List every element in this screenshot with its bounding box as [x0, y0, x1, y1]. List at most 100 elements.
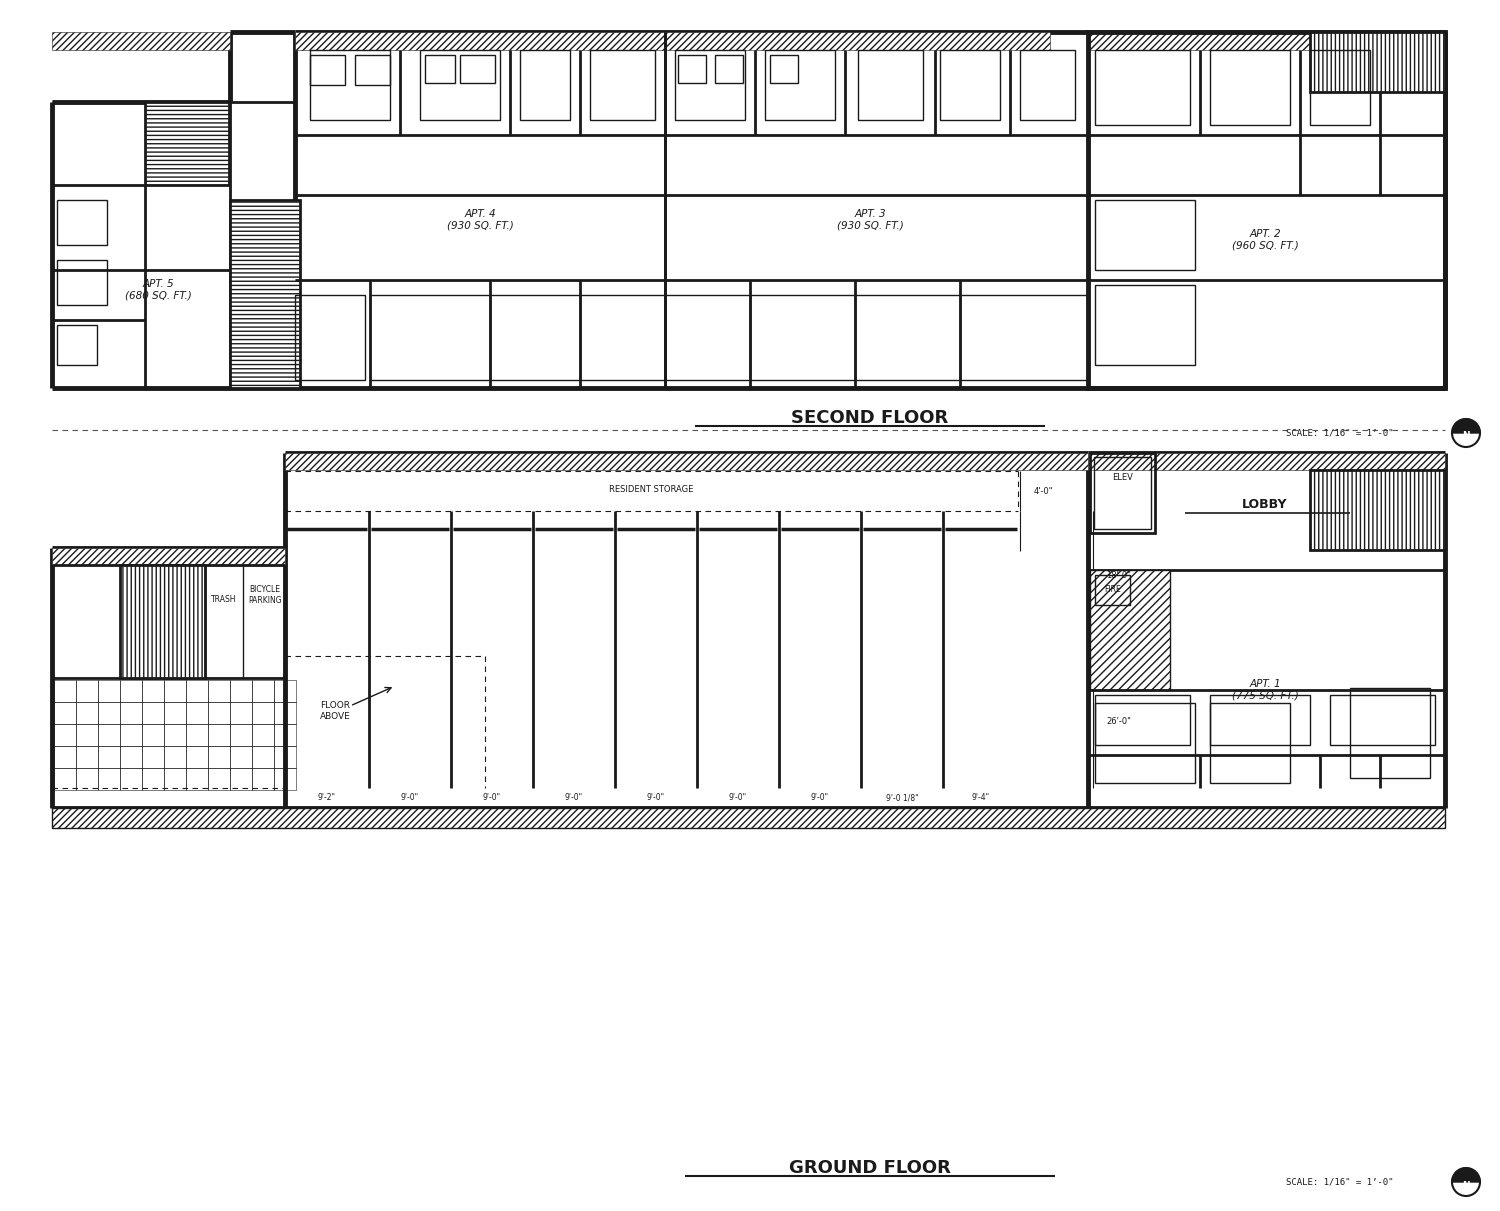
Bar — [940, 50, 1000, 120]
Bar — [209, 681, 230, 702]
Bar — [960, 295, 1088, 380]
Bar — [310, 54, 345, 85]
Bar — [296, 31, 1050, 50]
Bar — [252, 746, 274, 768]
Bar — [98, 746, 120, 768]
Bar — [858, 50, 922, 120]
Bar — [1088, 453, 1444, 470]
Bar — [53, 808, 1444, 828]
Bar — [580, 295, 664, 380]
Bar — [98, 724, 120, 746]
Bar — [164, 768, 186, 790]
Bar — [164, 724, 186, 746]
Bar — [1088, 31, 1444, 388]
Bar — [1095, 285, 1196, 365]
Bar — [142, 681, 164, 702]
Bar — [209, 702, 230, 724]
Bar — [252, 681, 274, 702]
Bar — [520, 50, 570, 120]
Text: 9'-0": 9'-0" — [812, 793, 830, 803]
Bar — [76, 681, 98, 702]
Bar — [765, 50, 836, 120]
Bar — [53, 31, 230, 50]
Polygon shape — [1452, 419, 1480, 434]
Bar — [120, 702, 142, 724]
Text: 26'-0": 26'-0" — [1106, 717, 1131, 727]
Bar — [230, 724, 252, 746]
Bar — [252, 724, 274, 746]
Bar — [855, 295, 960, 380]
Text: SCALE: 1/16" = 1’-0": SCALE: 1/16" = 1’-0" — [1286, 429, 1394, 437]
Bar — [1088, 31, 1444, 50]
Bar — [1090, 570, 1170, 690]
Bar — [164, 702, 186, 724]
Text: APT. 3
(930 SQ. FT.): APT. 3 (930 SQ. FT.) — [837, 210, 903, 231]
Bar — [146, 102, 230, 185]
Bar — [460, 54, 495, 84]
Bar — [1095, 50, 1190, 125]
Bar — [590, 50, 656, 120]
Bar — [186, 724, 209, 746]
Bar — [356, 54, 390, 85]
Bar — [186, 681, 209, 702]
Bar — [164, 681, 186, 702]
Text: LOBBY: LOBBY — [1242, 499, 1287, 511]
Bar — [770, 54, 798, 84]
Bar — [274, 724, 296, 746]
Bar — [420, 50, 500, 120]
Bar — [142, 768, 164, 790]
Bar — [120, 566, 206, 678]
Bar — [310, 50, 390, 120]
Bar — [120, 681, 142, 702]
Bar — [186, 746, 209, 768]
Text: SCALE: 1/16" = 1’-0": SCALE: 1/16" = 1’-0" — [1286, 1177, 1394, 1187]
Bar — [76, 768, 98, 790]
Bar — [76, 724, 98, 746]
Text: 9'-0 1/8": 9'-0 1/8" — [885, 793, 918, 803]
Bar — [54, 724, 76, 746]
Bar — [274, 681, 296, 702]
Text: RESIDENT STORAGE: RESIDENT STORAGE — [609, 484, 693, 494]
Text: N: N — [1462, 1181, 1470, 1189]
Text: 9'-0": 9'-0" — [729, 793, 747, 803]
Bar — [54, 746, 76, 768]
Bar — [1095, 200, 1196, 270]
Bar — [53, 808, 1444, 828]
Bar — [209, 746, 230, 768]
Bar — [98, 768, 120, 790]
Bar — [230, 746, 252, 768]
Bar — [1095, 695, 1190, 745]
Text: ELEV: ELEV — [1112, 474, 1132, 482]
Bar — [76, 746, 98, 768]
Bar — [54, 768, 76, 790]
Bar — [54, 681, 76, 702]
Bar — [1350, 688, 1430, 777]
Bar — [1210, 50, 1290, 125]
Bar — [142, 746, 164, 768]
Bar — [54, 702, 76, 724]
Bar — [1090, 570, 1170, 690]
Bar — [424, 54, 454, 84]
Text: TRASH: TRASH — [211, 596, 237, 604]
Bar — [146, 102, 230, 185]
Text: 18'-0": 18'-0" — [1106, 572, 1131, 580]
Text: APT. 1
(775 SQ. FT.): APT. 1 (775 SQ. FT.) — [1232, 679, 1299, 701]
Bar — [142, 702, 164, 724]
Text: 9'-4": 9'-4" — [972, 793, 990, 803]
Bar — [186, 702, 209, 724]
Bar — [57, 200, 106, 245]
Bar — [230, 702, 252, 724]
Text: BICYCLE
PARKING: BICYCLE PARKING — [248, 585, 282, 604]
Bar — [98, 702, 120, 724]
Text: 9'-2": 9'-2" — [318, 793, 336, 803]
Bar — [664, 295, 750, 380]
Bar — [230, 200, 300, 388]
Bar — [1090, 453, 1155, 533]
Bar — [285, 453, 1088, 470]
Bar — [1310, 470, 1444, 550]
Bar — [209, 724, 230, 746]
Text: 9'-0": 9'-0" — [400, 793, 418, 803]
Bar — [750, 295, 855, 380]
Bar — [53, 549, 285, 566]
Bar — [675, 50, 746, 120]
